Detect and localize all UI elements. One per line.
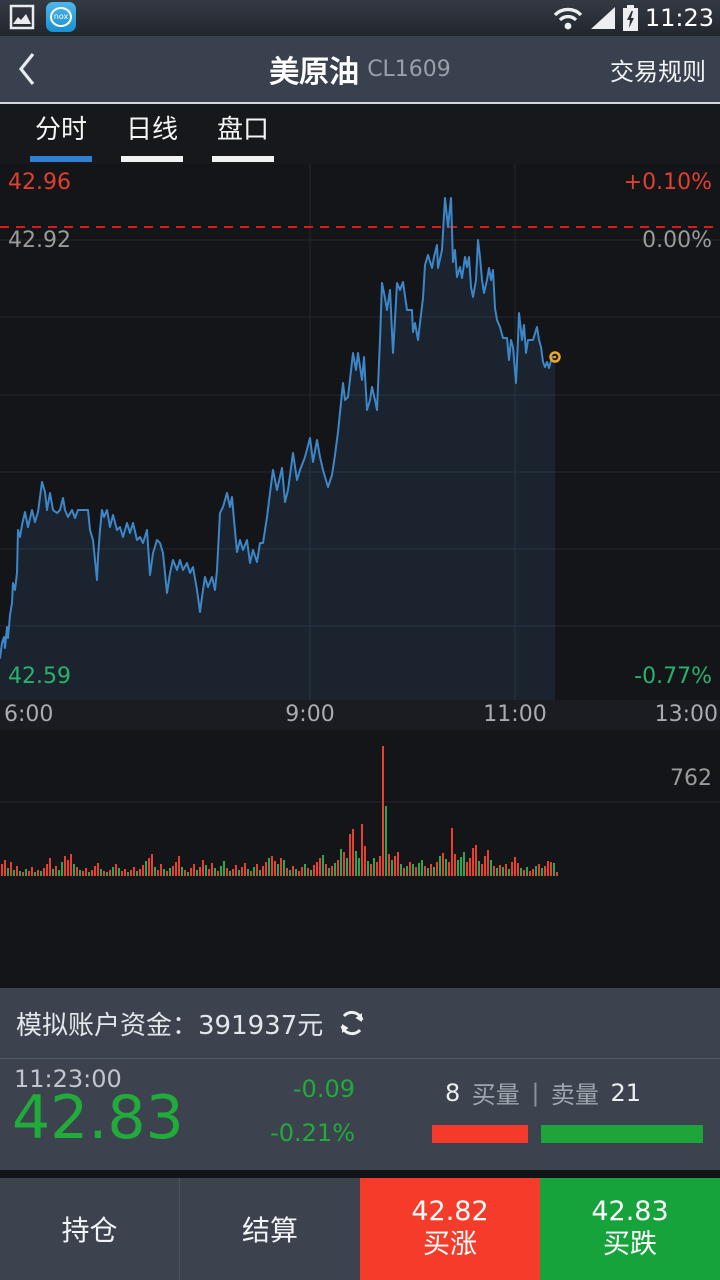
- chart-high-pct: +0.10%: [623, 170, 712, 195]
- volume-max-label: 762: [670, 766, 712, 791]
- tab-daily-label: 日线: [125, 115, 178, 145]
- buy-ratio-bar: [432, 1125, 528, 1143]
- action-bar: 持仓 结算 42.82 买涨 42.83 买跌: [0, 1178, 720, 1280]
- back-chevron-icon: [18, 53, 35, 85]
- price-change: -0.09: [292, 1075, 355, 1103]
- status-bar: nox 11:23: [0, 0, 720, 36]
- quote-panel: 11:23:00 42.83 -0.09 -0.21% 8 买量 | 卖量 21: [0, 1058, 720, 1170]
- price-change-pct: -0.21%: [270, 1119, 355, 1147]
- buy-down-label: 买跌: [603, 1229, 657, 1260]
- buy-sell-volume-row: 8 买量 | 卖量 21: [445, 1075, 641, 1110]
- back-button[interactable]: [16, 50, 46, 88]
- tab-underline: [121, 156, 183, 162]
- chart-ref-pct: 0.00%: [642, 228, 712, 253]
- chart-low-price: 42.59: [8, 664, 71, 689]
- sell-ratio-bar: [541, 1125, 703, 1143]
- status-time: 11:23: [644, 4, 714, 32]
- tab-timeline-label: 分时: [34, 115, 87, 145]
- price-chart-svg: [0, 164, 720, 700]
- buy-qty: 8: [445, 1078, 461, 1107]
- contract-code: CL1609: [367, 56, 451, 82]
- last-price: 42.83: [12, 1083, 184, 1153]
- wifi-icon: [553, 7, 583, 30]
- refresh-button[interactable]: [337, 1008, 367, 1038]
- chart-ref-price: 42.92: [8, 228, 71, 253]
- volume-chart-svg: [0, 746, 720, 876]
- axis-label-6: 6:00: [4, 702, 54, 727]
- battery-charging-icon: [622, 5, 638, 31]
- nav-bar: 美原油 CL1609 交易规则: [0, 36, 720, 104]
- buy-qty-label: 买量: [471, 1081, 520, 1109]
- buy-up-price: 42.82: [411, 1196, 489, 1227]
- axis-label-13: 13:00: [654, 702, 718, 727]
- nox-app-icon: nox: [46, 2, 76, 32]
- volume-panel[interactable]: 762: [0, 730, 720, 988]
- tab-orderbook[interactable]: 盘口: [212, 104, 274, 164]
- bottom-divider: [0, 1170, 720, 1178]
- settle-button[interactable]: 结算: [180, 1178, 360, 1280]
- tab-timeline[interactable]: 分时: [30, 104, 92, 164]
- volume-divider: |: [531, 1078, 540, 1107]
- tab-daily[interactable]: 日线: [121, 104, 183, 164]
- buy-up-button[interactable]: 42.82 买涨: [360, 1178, 540, 1280]
- refresh-icon: [340, 1010, 364, 1036]
- tab-underline: [212, 156, 274, 162]
- axis-label-9: 9:00: [285, 702, 335, 727]
- quote-time: 11:23:00: [14, 1065, 122, 1093]
- settle-label: 结算: [241, 1214, 298, 1247]
- tab-orderbook-label: 盘口: [216, 115, 269, 145]
- tab-underline-active: [30, 156, 92, 162]
- account-bar: 模拟账户资金：391937元: [0, 988, 720, 1058]
- axis-label-11: 11:00: [483, 702, 547, 727]
- chart-low-pct: -0.77%: [634, 664, 712, 689]
- signal-icon: [590, 7, 615, 29]
- tab-bar: 分时 日线 盘口: [0, 104, 720, 164]
- buy-up-label: 买涨: [423, 1229, 477, 1260]
- positions-button[interactable]: 持仓: [0, 1178, 180, 1280]
- sell-qty: 21: [610, 1078, 641, 1107]
- buy-down-button[interactable]: 42.83 买跌: [540, 1178, 720, 1280]
- chart-high-price: 42.96: [8, 170, 71, 195]
- buy-down-price: 42.83: [591, 1196, 669, 1227]
- nox-label: nox: [53, 12, 69, 21]
- trade-rules-button[interactable]: 交易规则: [610, 57, 706, 86]
- positions-label: 持仓: [61, 1214, 118, 1247]
- sell-qty-label: 卖量: [550, 1081, 599, 1109]
- account-balance-text: 模拟账户资金：391937元: [16, 1010, 324, 1041]
- page-title: 美原油: [269, 55, 360, 90]
- time-axis: 6:00 9:00 11:00 13:00: [0, 700, 720, 730]
- gallery-notification-icon: [9, 4, 35, 30]
- price-chart-panel[interactable]: 42.96 +0.10% 42.92 0.00% 42.59 -0.77%: [0, 164, 720, 700]
